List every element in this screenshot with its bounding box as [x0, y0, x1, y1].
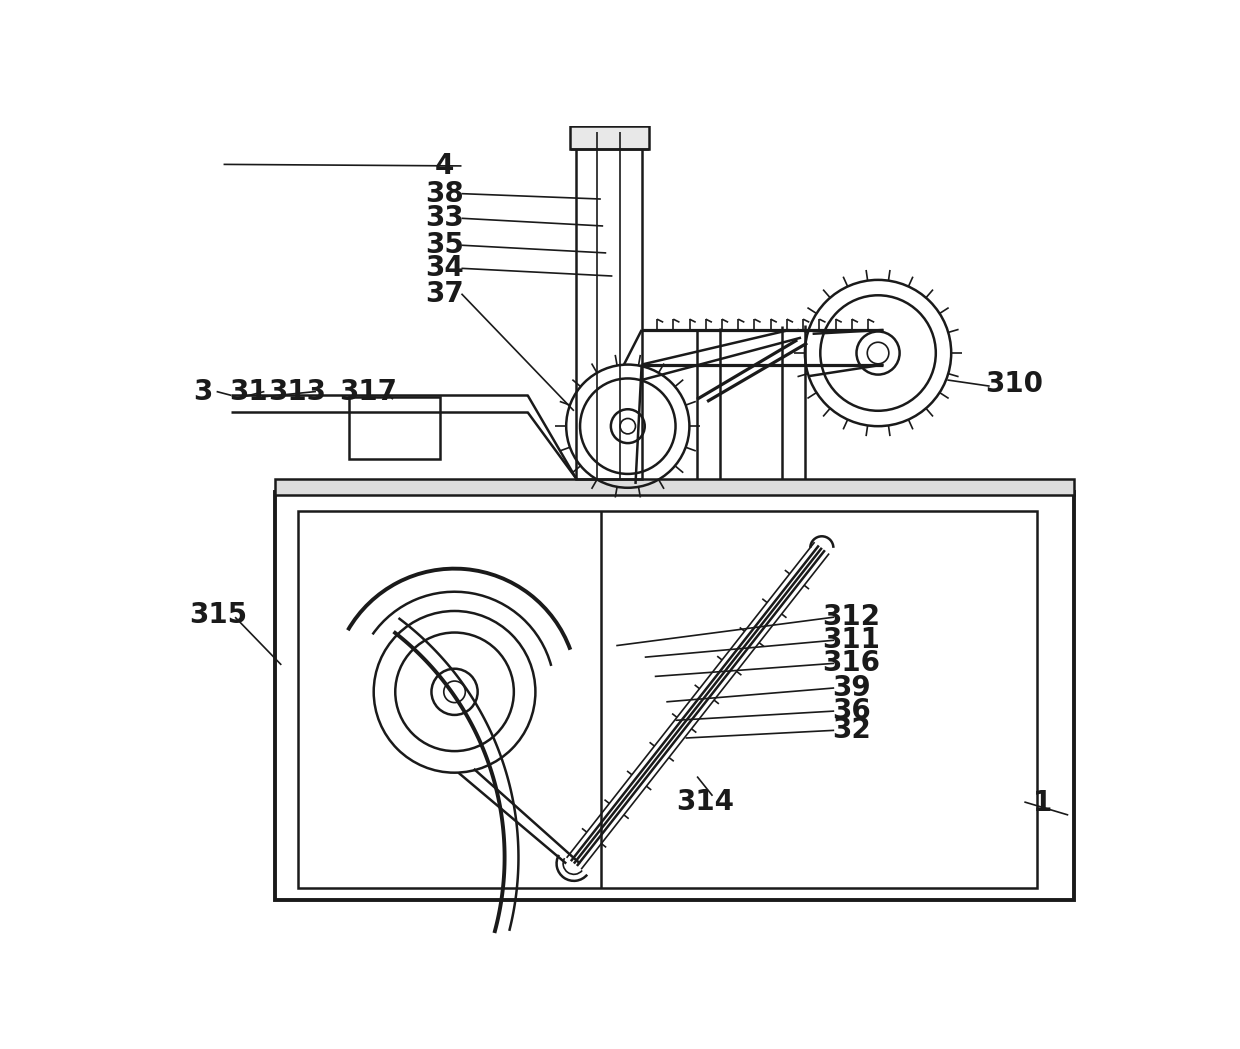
- Text: 315: 315: [188, 601, 247, 628]
- Text: 32: 32: [832, 716, 870, 745]
- Text: 310: 310: [986, 370, 1043, 398]
- Bar: [275, 492, 1074, 900]
- Text: 317: 317: [340, 378, 397, 406]
- Text: 311: 311: [822, 626, 880, 655]
- Bar: [577, 132, 641, 478]
- Text: 313: 313: [268, 378, 326, 406]
- Text: 37: 37: [425, 280, 464, 307]
- Text: 38: 38: [425, 179, 464, 208]
- Text: 312: 312: [822, 603, 880, 631]
- Text: 36: 36: [832, 698, 870, 725]
- Bar: [299, 511, 1038, 889]
- Text: 33: 33: [425, 205, 464, 232]
- Text: 3: 3: [193, 378, 212, 406]
- Text: 31: 31: [229, 378, 268, 406]
- Text: 35: 35: [425, 231, 464, 259]
- Text: 316: 316: [822, 649, 880, 678]
- Text: 4: 4: [435, 152, 454, 180]
- Text: 314: 314: [676, 788, 734, 816]
- Bar: [350, 397, 440, 458]
- Text: 1: 1: [1033, 790, 1052, 817]
- Text: 39: 39: [832, 673, 870, 702]
- Bar: [570, 126, 649, 149]
- Text: 34: 34: [425, 254, 464, 282]
- Bar: [275, 478, 1074, 495]
